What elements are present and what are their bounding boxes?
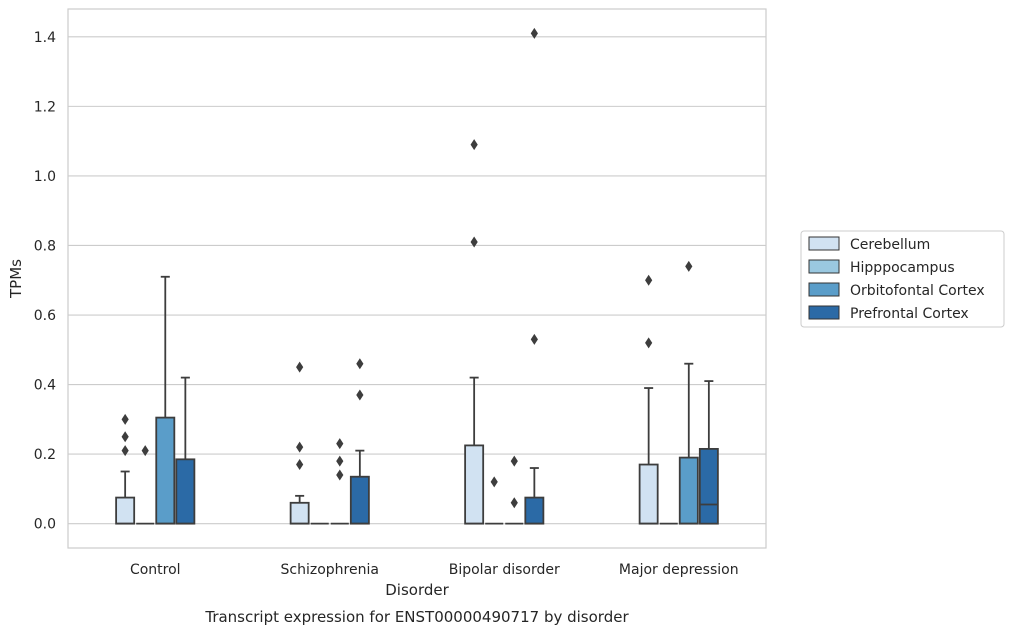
outlier-point — [356, 358, 364, 370]
x-tick-label: Major depression — [619, 562, 739, 578]
y-tick-label: 1.2 — [34, 99, 56, 115]
plot-area-frame — [67, 8, 767, 549]
box-cerebellum — [464, 139, 485, 525]
outlier-point — [645, 274, 653, 286]
y-tick-label: 1.0 — [34, 169, 56, 185]
outlier-point — [296, 459, 304, 471]
legend-swatch — [808, 236, 840, 251]
legend-label: Orbitofontal Cortex — [850, 283, 985, 299]
y-tick-label: 0.0 — [34, 517, 56, 533]
boxes — [115, 27, 719, 525]
box-body — [638, 463, 659, 525]
legend-label: Cerebellum — [850, 237, 930, 253]
box-prefrontal-cortex — [698, 380, 719, 525]
outlier-point — [356, 389, 364, 401]
outlier-point — [336, 469, 344, 481]
outlier-point — [530, 27, 538, 39]
chart-caption: Transcript expression for ENST0000049071… — [204, 608, 629, 626]
outlier-point — [296, 441, 304, 453]
y-axis-label: TPMs — [7, 259, 25, 299]
box-prefrontal-cortex — [524, 27, 545, 525]
outlier-point — [296, 361, 304, 373]
box-hipppocampus — [485, 476, 504, 525]
legend: Cerebellum Hipppocampus Orbitofontal Corte… — [800, 230, 1005, 328]
box-body — [678, 456, 699, 525]
x-tick-label: Schizophrenia — [281, 562, 379, 578]
outlier-point — [121, 431, 129, 443]
outlier-point — [141, 445, 149, 457]
y-axis-ticks: 0.0 0.2 0.4 0.6 0.8 1.0 1.2 1.4 — [34, 30, 56, 533]
box-orbitofontal-cortex — [678, 260, 699, 525]
box-hipppocampus — [136, 445, 155, 525]
box-cerebellum — [638, 274, 659, 525]
box-body — [524, 496, 545, 525]
box-orbitofontal-cortex — [330, 438, 349, 525]
box-body — [698, 447, 719, 525]
y-tick-label: 0.4 — [34, 378, 56, 394]
x-tick-label: Control — [130, 562, 181, 578]
y-tick-label: 1.4 — [34, 30, 56, 46]
legend-frame — [800, 230, 1005, 328]
outlier-point — [510, 455, 518, 467]
box-orbitofontal-cortex — [505, 455, 524, 525]
box-prefrontal-cortex — [175, 376, 196, 525]
outlier-point — [336, 438, 344, 450]
x-axis-label: Disorder — [385, 581, 449, 599]
grid-lines — [68, 36, 766, 525]
outlier-point — [121, 445, 129, 457]
outlier-point — [470, 236, 478, 248]
y-tick-label: 0.8 — [34, 238, 56, 254]
box-body — [464, 444, 485, 525]
outlier-point — [645, 337, 653, 349]
x-axis-ticks: Control Schizophrenia Bipolar disorder Majo… — [130, 562, 739, 578]
legend-swatch — [808, 305, 840, 320]
box-body — [289, 501, 310, 525]
y-tick-label: 0.2 — [34, 447, 56, 463]
box-orbitofontal-cortex — [155, 275, 176, 525]
box-cerebellum — [289, 361, 310, 525]
legend-swatch — [808, 282, 840, 297]
outlier-point — [490, 476, 498, 488]
box-body — [155, 416, 176, 525]
box-prefrontal-cortex — [349, 358, 370, 525]
outlier-point — [530, 333, 538, 345]
x-tick-label: Bipolar disorder — [449, 562, 560, 578]
outlier-point — [685, 260, 693, 272]
outlier-point — [510, 497, 518, 509]
box-cerebellum — [115, 413, 136, 525]
legend-swatch — [808, 259, 840, 274]
box-body — [175, 458, 196, 525]
box-body — [115, 496, 136, 525]
legend-label: Hipppocampus — [850, 260, 955, 276]
outlier-point — [121, 413, 129, 425]
box-body — [349, 475, 370, 525]
y-tick-label: 0.6 — [34, 308, 56, 324]
outlier-point — [470, 139, 478, 151]
outlier-point — [336, 455, 344, 467]
legend-label: Prefrontal Cortex — [850, 306, 969, 322]
